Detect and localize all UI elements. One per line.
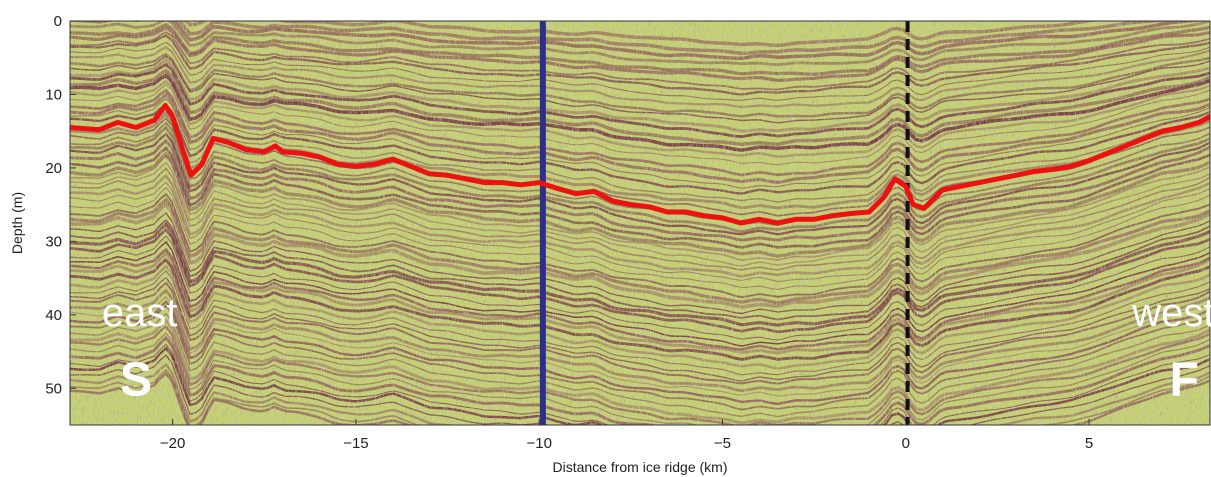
x-axis-title: Distance from ice ridge (km) — [552, 459, 727, 475]
noise-texture — [70, 21, 1210, 425]
red-reflector-trace — [70, 103, 1210, 226]
seismic-reflection-layers — [70, 21, 1210, 425]
y-tick-label: 10 — [45, 86, 62, 103]
y-tick-label: 50 — [45, 380, 62, 397]
y-axis-title: Depth (m) — [9, 192, 25, 254]
x-tick-label: −20 — [160, 435, 185, 452]
x-tick-label: −10 — [526, 435, 551, 452]
x-tick-label: 0 — [902, 435, 910, 452]
x-tick-label: −15 — [343, 435, 368, 452]
site-letter-s: S — [120, 354, 152, 407]
site-letter-f: F — [1170, 354, 1199, 407]
y-tick-label: 40 — [45, 307, 62, 324]
direction-label-west: west — [1131, 291, 1211, 335]
y-tick-label: 20 — [45, 160, 62, 177]
x-tick-label: −5 — [714, 435, 731, 452]
direction-label-east: east — [102, 291, 178, 335]
reference-lines — [539, 21, 910, 425]
plot-frame — [69, 20, 1211, 426]
x-tick-label: 5 — [1085, 435, 1093, 452]
x-axis-ticks: −20 −15 −10 −5 0 5 — [160, 419, 1093, 452]
y-axis-ticks: 0 10 20 30 40 50 — [45, 13, 76, 397]
y-tick-label: 0 — [54, 13, 62, 30]
y-tick-label: 30 — [45, 233, 62, 250]
